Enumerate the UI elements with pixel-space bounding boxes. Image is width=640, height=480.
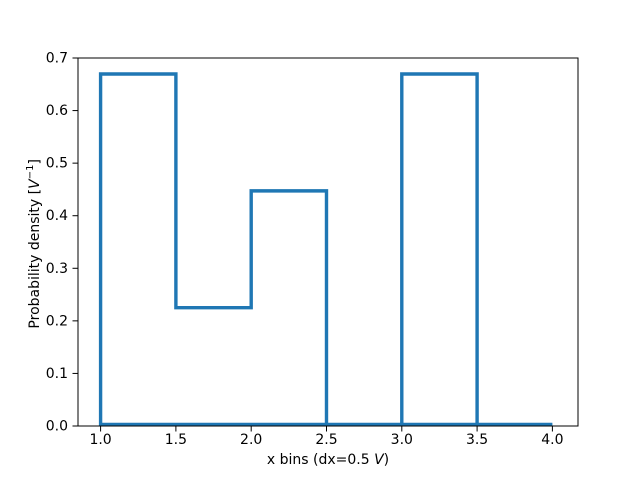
y-tick-label: 0.2 <box>46 313 68 329</box>
x-tick-label: 2.5 <box>315 432 337 448</box>
x-axis-label: x bins (dx=0.5 V) <box>78 451 578 469</box>
y-tick-label: 0.1 <box>46 366 68 382</box>
x-axis-label-text: x bins (dx=0.5 <box>266 452 375 468</box>
y-tick-label: 0.0 <box>46 419 68 435</box>
x-tick-label: 1.5 <box>165 432 187 448</box>
y-axis-label-variable: V <box>26 179 43 189</box>
x-tick-label: 4.0 <box>541 432 563 448</box>
y-axis-label-superscript: −1 <box>25 164 37 180</box>
x-tick-label: 2.0 <box>240 432 262 448</box>
y-axis-label-suffix: ] <box>26 159 43 165</box>
x-tick-label: 3.5 <box>466 432 488 448</box>
y-axis-label: Probability density [V−1] <box>22 94 44 394</box>
y-tick-label: 0.6 <box>46 103 68 119</box>
x-axis-label-variable: V <box>374 452 384 468</box>
x-axis-label-suffix: ) <box>383 452 390 468</box>
y-tick-label: 0.3 <box>46 261 68 277</box>
y-tick-label: 0.7 <box>46 51 68 67</box>
y-tick-label: 0.4 <box>46 208 68 224</box>
axes-spines <box>77 57 579 427</box>
x-tick-label: 1.0 <box>89 432 111 448</box>
histogram-step-line <box>98 72 553 427</box>
x-tick-label: 3.0 <box>391 432 413 448</box>
y-tick-label: 0.5 <box>46 156 68 172</box>
y-axis-label-text: Probability density [ <box>26 188 43 329</box>
